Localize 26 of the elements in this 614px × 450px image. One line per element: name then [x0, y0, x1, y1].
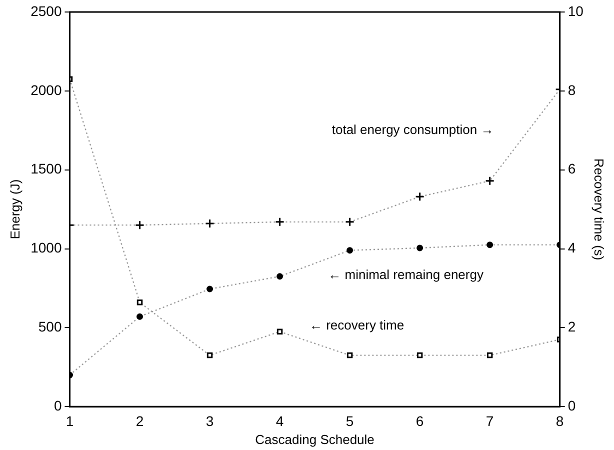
y2-tick-label: 0 [568, 397, 576, 414]
x-tick-label: 3 [206, 412, 214, 429]
y-tick-label: 500 [38, 318, 62, 335]
y-tick-label: 2500 [30, 2, 62, 19]
x-tick-label: 6 [416, 412, 424, 429]
x-tick-label: 8 [556, 412, 564, 429]
annotation: ← recovery time [309, 318, 404, 333]
x-tick-label: 4 [276, 412, 284, 429]
y2-tick-label: 6 [568, 160, 576, 177]
y2-axis-title: Recovery time (s) [592, 158, 607, 260]
y2-tick-label: 8 [568, 82, 576, 98]
x-tick-label: 2 [136, 412, 144, 429]
y-tick-label: 2000 [30, 82, 62, 98]
x-axis-title: Cascading Schedule [255, 432, 374, 447]
y2-tick-label: 2 [568, 318, 576, 335]
y2-tick-label: 4 [568, 240, 576, 256]
x-tick-label: 5 [346, 412, 354, 429]
x-tick-label: 7 [486, 412, 494, 429]
y-axis-title: Energy (J) [7, 179, 22, 240]
annotation: total energy consumption → [332, 122, 494, 137]
annotation: ← minimal remaing energy [328, 267, 484, 282]
y-tick-label: 0 [54, 397, 62, 414]
x-tick-label: 1 [66, 412, 74, 429]
y2-tick-label: 10 [568, 2, 584, 19]
y-tick-label: 1000 [30, 240, 62, 256]
y-tick-label: 1500 [30, 160, 62, 177]
